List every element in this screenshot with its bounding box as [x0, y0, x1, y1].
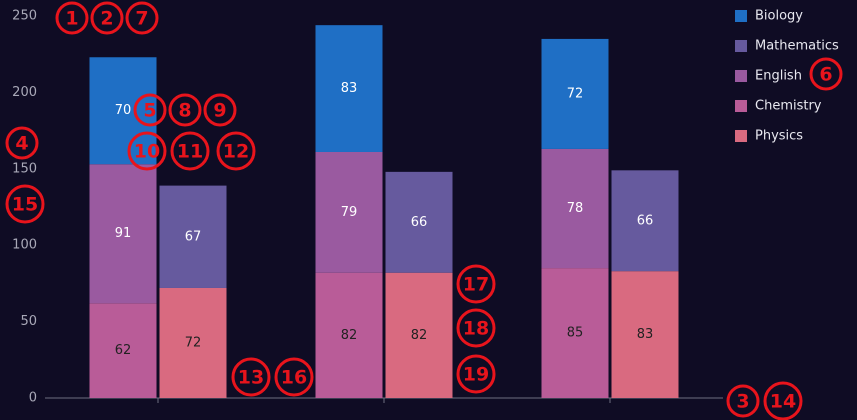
legend-swatch — [735, 70, 747, 82]
y-tick-label: 250 — [12, 9, 37, 24]
marker-label: 18 — [463, 318, 489, 340]
marker-label: 17 — [463, 274, 489, 296]
marker: 19 — [456, 354, 496, 394]
data-label: 62 — [115, 343, 132, 358]
bar-segment — [541, 268, 609, 398]
data-label: 91 — [115, 226, 132, 241]
marker: 13 — [231, 357, 271, 397]
marker-label: 15 — [12, 194, 38, 216]
data-label: 82 — [341, 328, 358, 343]
marker-label: 5 — [143, 100, 156, 122]
plot: 0501001502002506291707267827983826685787… — [12, 9, 839, 406]
marker-label: 2 — [100, 8, 113, 30]
data-label: 82 — [411, 328, 428, 343]
data-label: 79 — [341, 205, 358, 220]
marker: 5 — [133, 93, 167, 127]
marker: 7 — [125, 1, 159, 35]
bar-segment — [89, 303, 157, 398]
marker: 4 — [5, 126, 39, 160]
marker-label: 9 — [213, 100, 226, 122]
legend-swatch — [735, 130, 747, 142]
bar-segment — [541, 148, 609, 269]
data-label: 83 — [637, 327, 654, 342]
bar-segment — [611, 170, 679, 272]
data-label: 83 — [341, 81, 358, 96]
data-label: 66 — [637, 213, 654, 228]
y-tick-label: 0 — [29, 391, 37, 406]
marker-label: 7 — [135, 8, 148, 30]
y-tick-label: 200 — [12, 85, 37, 100]
marker: 9 — [203, 93, 237, 127]
y-tick-label: 50 — [20, 314, 37, 329]
data-label: 72 — [185, 335, 202, 350]
legend-swatch — [735, 10, 747, 22]
annotation-markers: 1 2 3 4 5 6 7 8 9 10 11 12 13 14 15 16 1… — [5, 1, 843, 420]
bar-segment — [89, 57, 157, 165]
data-label: 78 — [567, 201, 584, 216]
data-label: 72 — [567, 86, 584, 101]
marker: 10 — [127, 131, 167, 171]
bar-segment — [89, 164, 157, 304]
marker: 14 — [763, 381, 803, 420]
marker: 8 — [168, 93, 202, 127]
bar-segment — [385, 272, 453, 398]
marker: 1 — [55, 1, 89, 35]
legend-label: Mathematics — [755, 39, 839, 54]
marker-label: 12 — [223, 141, 249, 163]
marker-label: 6 — [819, 64, 832, 86]
legend-swatch — [735, 40, 747, 52]
bar-segment — [385, 171, 453, 273]
bar-segment — [611, 271, 679, 398]
legend-label: English — [755, 69, 802, 84]
marker-label: 14 — [770, 391, 796, 413]
marker-label: 3 — [736, 391, 749, 413]
data-label: 70 — [115, 103, 132, 118]
marker-label: 4 — [15, 133, 28, 155]
marker-label: 1 — [65, 8, 78, 30]
marker: 18 — [456, 308, 496, 348]
y-tick-label: 100 — [12, 238, 37, 253]
marker-label: 11 — [177, 141, 203, 163]
marker: 2 — [90, 1, 124, 35]
marker-label: 10 — [134, 141, 160, 163]
marker: 15 — [5, 184, 45, 224]
y-tick-label: 150 — [12, 161, 37, 176]
bar-segment — [541, 38, 609, 149]
data-label: 85 — [567, 326, 584, 341]
legend-label: Biology — [755, 9, 803, 24]
marker-label: 13 — [238, 367, 264, 389]
marker: 16 — [274, 357, 314, 397]
marker: 17 — [456, 264, 496, 304]
bar-segment — [159, 287, 227, 398]
legend-swatch — [735, 100, 747, 112]
marker: 12 — [216, 131, 256, 171]
legend-label: Physics — [755, 129, 803, 144]
bar-segment — [315, 25, 383, 152]
marker: 6 — [809, 57, 843, 91]
marker-label: 16 — [281, 367, 307, 389]
bar-segment — [315, 272, 383, 398]
legend-label: Chemistry — [755, 99, 822, 114]
bar-segment — [315, 151, 383, 273]
data-label: 66 — [411, 215, 428, 230]
data-label: 67 — [185, 229, 202, 244]
marker: 3 — [726, 384, 760, 418]
marker-label: 19 — [463, 364, 489, 386]
marker-label: 8 — [178, 100, 191, 122]
bar-segment — [159, 185, 227, 288]
marker: 11 — [170, 131, 210, 171]
